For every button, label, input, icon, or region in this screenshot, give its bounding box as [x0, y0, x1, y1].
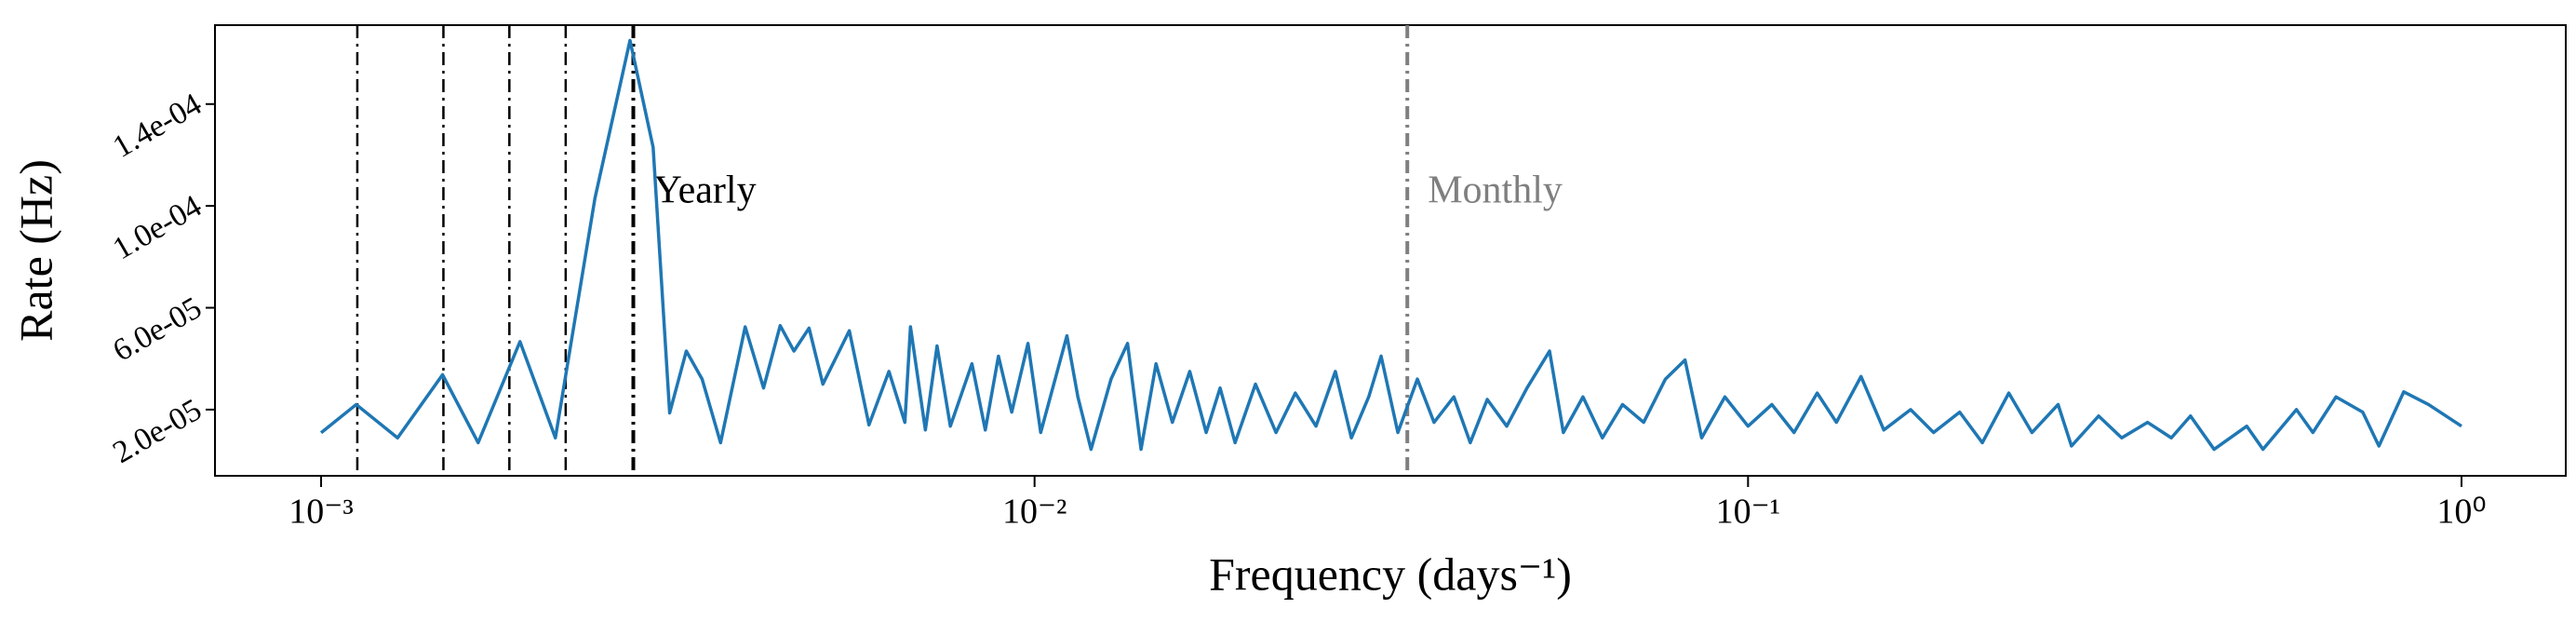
x-tick-label: 10⁰: [2436, 493, 2486, 532]
y-tick-label: 1.0e-04: [107, 189, 208, 267]
y-tick-label: 2.0e-05: [107, 393, 208, 471]
x-axis-label: Frequency (days⁻¹): [1209, 548, 1572, 600]
series-line: [319, 38, 2462, 452]
annotation: Monthly: [1428, 169, 1563, 212]
y-tick-label: 1.4e-04: [107, 87, 208, 165]
plot-frame: [214, 24, 2567, 477]
annotation: Yearly: [654, 169, 757, 212]
y-axis-label: Rate (Hz): [9, 159, 61, 342]
x-tick-label: 10⁻¹: [1716, 493, 1780, 532]
y-tick-label: 6.0e-05: [107, 291, 208, 369]
x-tick-label: 10⁻³: [288, 493, 353, 532]
x-tick-label: 10⁻²: [1002, 493, 1067, 532]
